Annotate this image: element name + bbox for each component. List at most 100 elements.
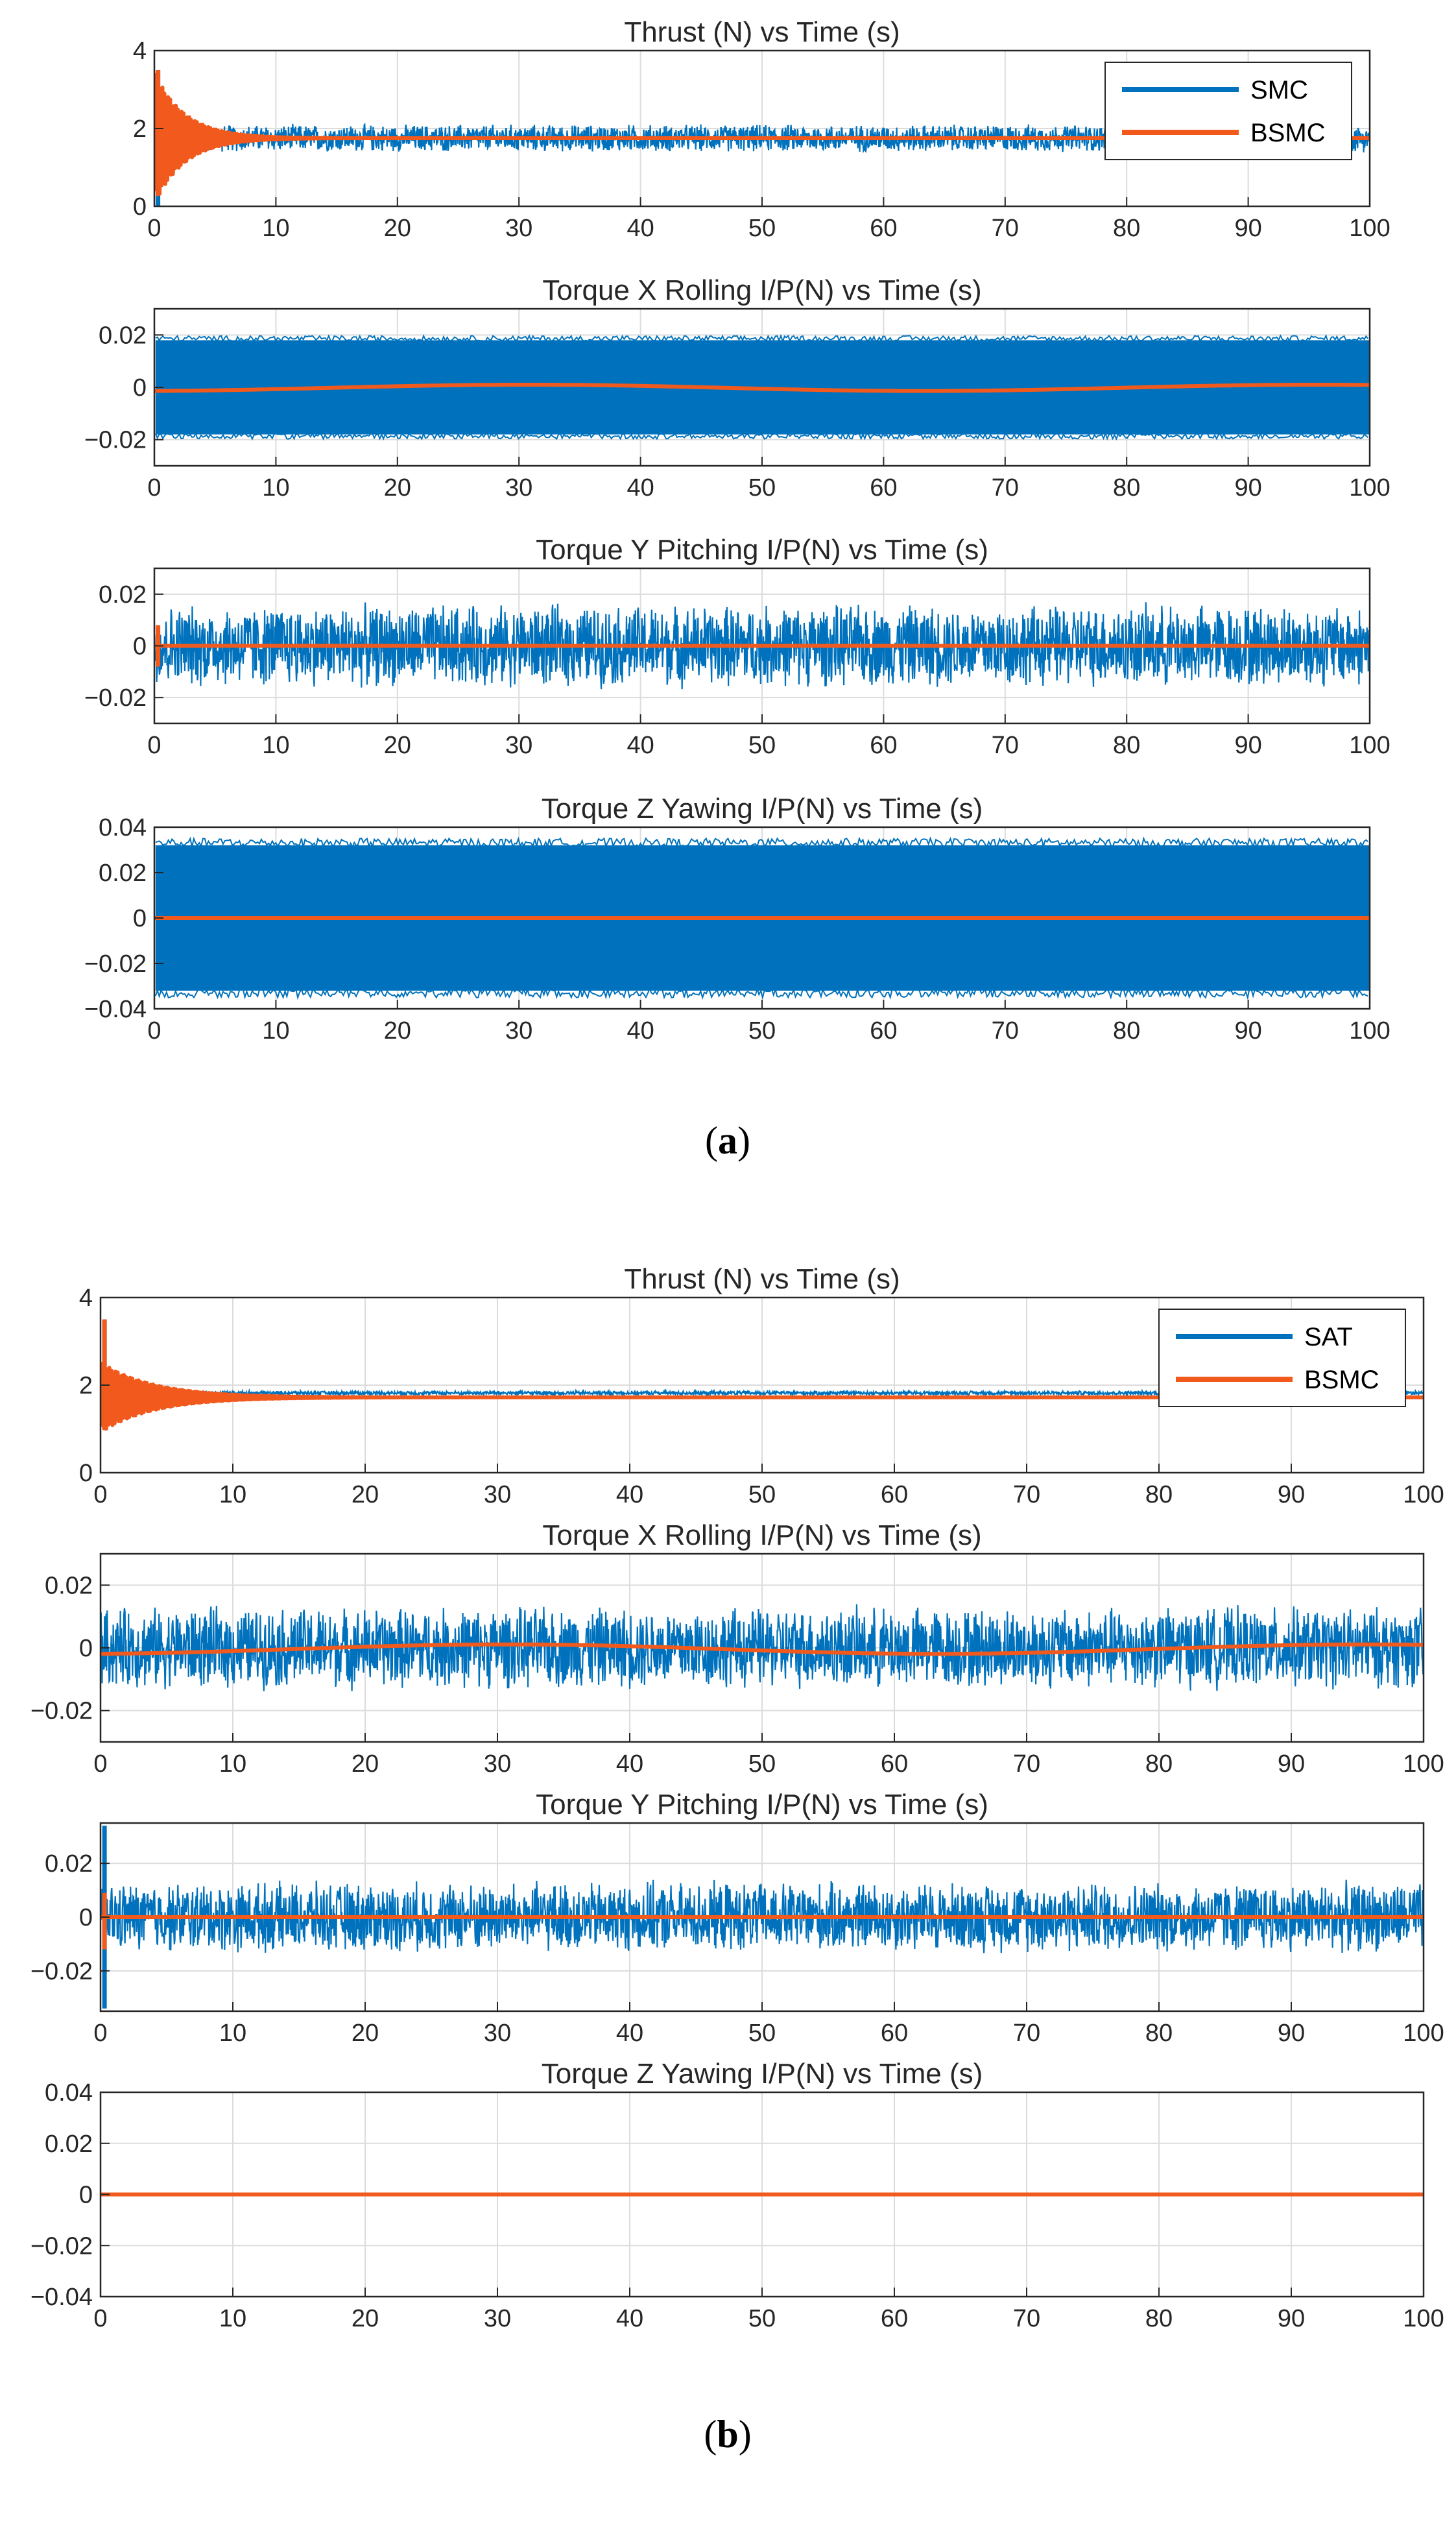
chart-title: Torque X Rolling I/P(N) vs Time (s): [542, 1519, 981, 1551]
x-tick-label: 40: [627, 732, 654, 759]
x-tick-label: 30: [484, 1481, 511, 1508]
x-tick-label: 60: [881, 2020, 908, 2047]
x-tick-label: 0: [147, 474, 161, 501]
legend-label-bsmc: BSMC: [1250, 119, 1326, 147]
x-tick-label: 40: [616, 2305, 643, 2332]
x-tick-label: 20: [352, 2305, 379, 2332]
y-tick-label: 0: [133, 374, 147, 402]
chart-title: Thrust (N) vs Time (s): [624, 16, 900, 48]
x-tick-label: 70: [992, 732, 1019, 759]
y-tick-label: 0: [133, 193, 147, 221]
x-tick-label: 40: [627, 215, 654, 242]
x-tick-label: 10: [262, 1017, 289, 1045]
y-tick-label: 0: [79, 1635, 93, 1662]
chart-1: 0 10 20 30 40 50 60 70 80 90 100 0 2 4 Thrust (N) vs T…: [133, 16, 1390, 242]
chart-5: 0 10 20 30 40 50 60 70 80 90 100 0 2 4 Thrust (N) vs T…: [79, 1263, 1444, 1508]
x-tick-label: 100: [1349, 215, 1390, 242]
x-tick-label: 30: [484, 2020, 511, 2047]
x-tick-label: 30: [505, 1017, 532, 1045]
x-tick-label: 80: [1113, 474, 1140, 501]
panel-label-b: (b): [704, 2413, 751, 2456]
x-tick-label: 50: [748, 215, 776, 242]
x-tick-label: 20: [384, 474, 411, 501]
y-tick-label: −0.02: [30, 1698, 93, 1725]
y-tick-label: 0: [79, 1460, 93, 1487]
legend-label-bsmc: BSMC: [1304, 1366, 1379, 1394]
x-tick-label: 20: [384, 732, 411, 759]
x-tick-label: 10: [262, 215, 289, 242]
y-tick-label: 0.02: [45, 1850, 93, 1878]
x-tick-label: 90: [1234, 732, 1261, 759]
x-tick-label: 10: [219, 2020, 246, 2047]
x-tick-label: 10: [262, 474, 289, 501]
y-tick-label: 0: [79, 1904, 93, 1931]
series-smc-line-top-edge: [155, 836, 1368, 850]
series-smc-line-bottom-edge: [154, 986, 1368, 1000]
x-tick-label: 80: [1113, 215, 1140, 242]
y-tick-label: 4: [133, 38, 147, 65]
x-tick-label: 50: [748, 1481, 776, 1508]
x-tick-label: 90: [1234, 474, 1261, 501]
x-tick-label: 40: [616, 1481, 643, 1508]
y-tick-label: −0.02: [30, 2232, 93, 2260]
x-tick-label: 60: [870, 732, 897, 759]
x-tick-label: 40: [616, 2020, 643, 2047]
x-tick-label: 90: [1234, 1017, 1261, 1045]
chart-title: Torque Z Yawing I/P(N) vs Time (s): [542, 793, 983, 825]
x-tick-label: 50: [748, 2020, 776, 2047]
x-tick-label: 100: [1349, 1017, 1390, 1045]
y-tick-label: −0.02: [30, 1958, 93, 1985]
x-tick-label: 90: [1278, 2305, 1305, 2332]
x-tick-label: 70: [1013, 1481, 1040, 1508]
x-tick-label: 80: [1145, 2020, 1173, 2047]
x-tick-label: 50: [748, 2305, 776, 2332]
chart-title: Torque Z Yawing I/P(N) vs Time (s): [542, 2058, 983, 2090]
x-tick-label: 20: [384, 215, 411, 242]
x-tick-label: 80: [1145, 1481, 1173, 1508]
y-tick-label: −0.04: [30, 2284, 93, 2311]
chart-8: 0 10 20 30 40 50 60 70 80 90 100 −0.04 −0.02 0 0.02 0.0…: [30, 2058, 1444, 2332]
x-tick-label: 30: [505, 474, 532, 501]
x-tick-label: 50: [748, 474, 776, 501]
x-tick-label: 30: [505, 215, 532, 242]
x-tick-label: 30: [484, 2305, 511, 2332]
x-tick-label: 0: [93, 2020, 107, 2047]
y-tick-label: 2: [133, 115, 147, 143]
x-tick-label: 0: [93, 2305, 107, 2332]
x-tick-label: 60: [870, 215, 897, 242]
panel-label-b-letter: b: [717, 2413, 738, 2456]
panel-label-a-close: ): [737, 1119, 750, 1162]
x-tick-label: 50: [748, 1017, 776, 1045]
y-tick-label: 0.02: [99, 581, 147, 609]
series-smc-line-top-edge: [155, 333, 1368, 343]
chart-7: 0 10 20 30 40 50 60 70 80 90 100 −0.02 0 0.02 Torque Y…: [30, 1789, 1444, 2047]
x-tick-label: 70: [992, 1017, 1019, 1045]
y-tick-label: 0.04: [99, 814, 147, 841]
chart-title: Torque X Rolling I/P(N) vs Time (s): [542, 274, 981, 306]
x-tick-label: 60: [870, 474, 897, 501]
x-tick-label: 0: [93, 1750, 107, 1778]
x-tick-label: 90: [1278, 2020, 1305, 2047]
x-tick-label: 50: [748, 1750, 776, 1778]
y-tick-label: 2: [79, 1372, 93, 1399]
x-tick-label: 90: [1234, 215, 1261, 242]
x-tick-label: 10: [262, 732, 289, 759]
series-bsmc-line: [154, 383, 1370, 393]
series-smc-line-bottom-edge: [154, 431, 1368, 441]
y-tick-label: 0.02: [45, 2131, 93, 2158]
legend-box: [1158, 1309, 1406, 1407]
chart-title: Thrust (N) vs Time (s): [624, 1263, 900, 1295]
y-tick-label: −0.02: [84, 427, 147, 454]
series-sat-line: [101, 1879, 1424, 1953]
x-tick-label: 80: [1113, 1017, 1140, 1045]
series-bsmc-line: [101, 1642, 1424, 1656]
plot-area: [154, 333, 1370, 441]
x-tick-label: 40: [627, 474, 654, 501]
x-tick-label: 20: [352, 2020, 379, 2047]
legend: SMC BSMC: [1104, 62, 1352, 160]
